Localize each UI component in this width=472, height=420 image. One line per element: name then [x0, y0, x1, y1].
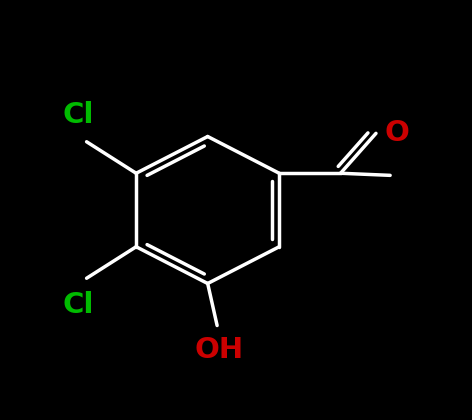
Text: Cl: Cl [62, 101, 94, 129]
Text: O: O [385, 118, 409, 147]
Text: Cl: Cl [62, 291, 94, 319]
Text: OH: OH [195, 336, 244, 364]
